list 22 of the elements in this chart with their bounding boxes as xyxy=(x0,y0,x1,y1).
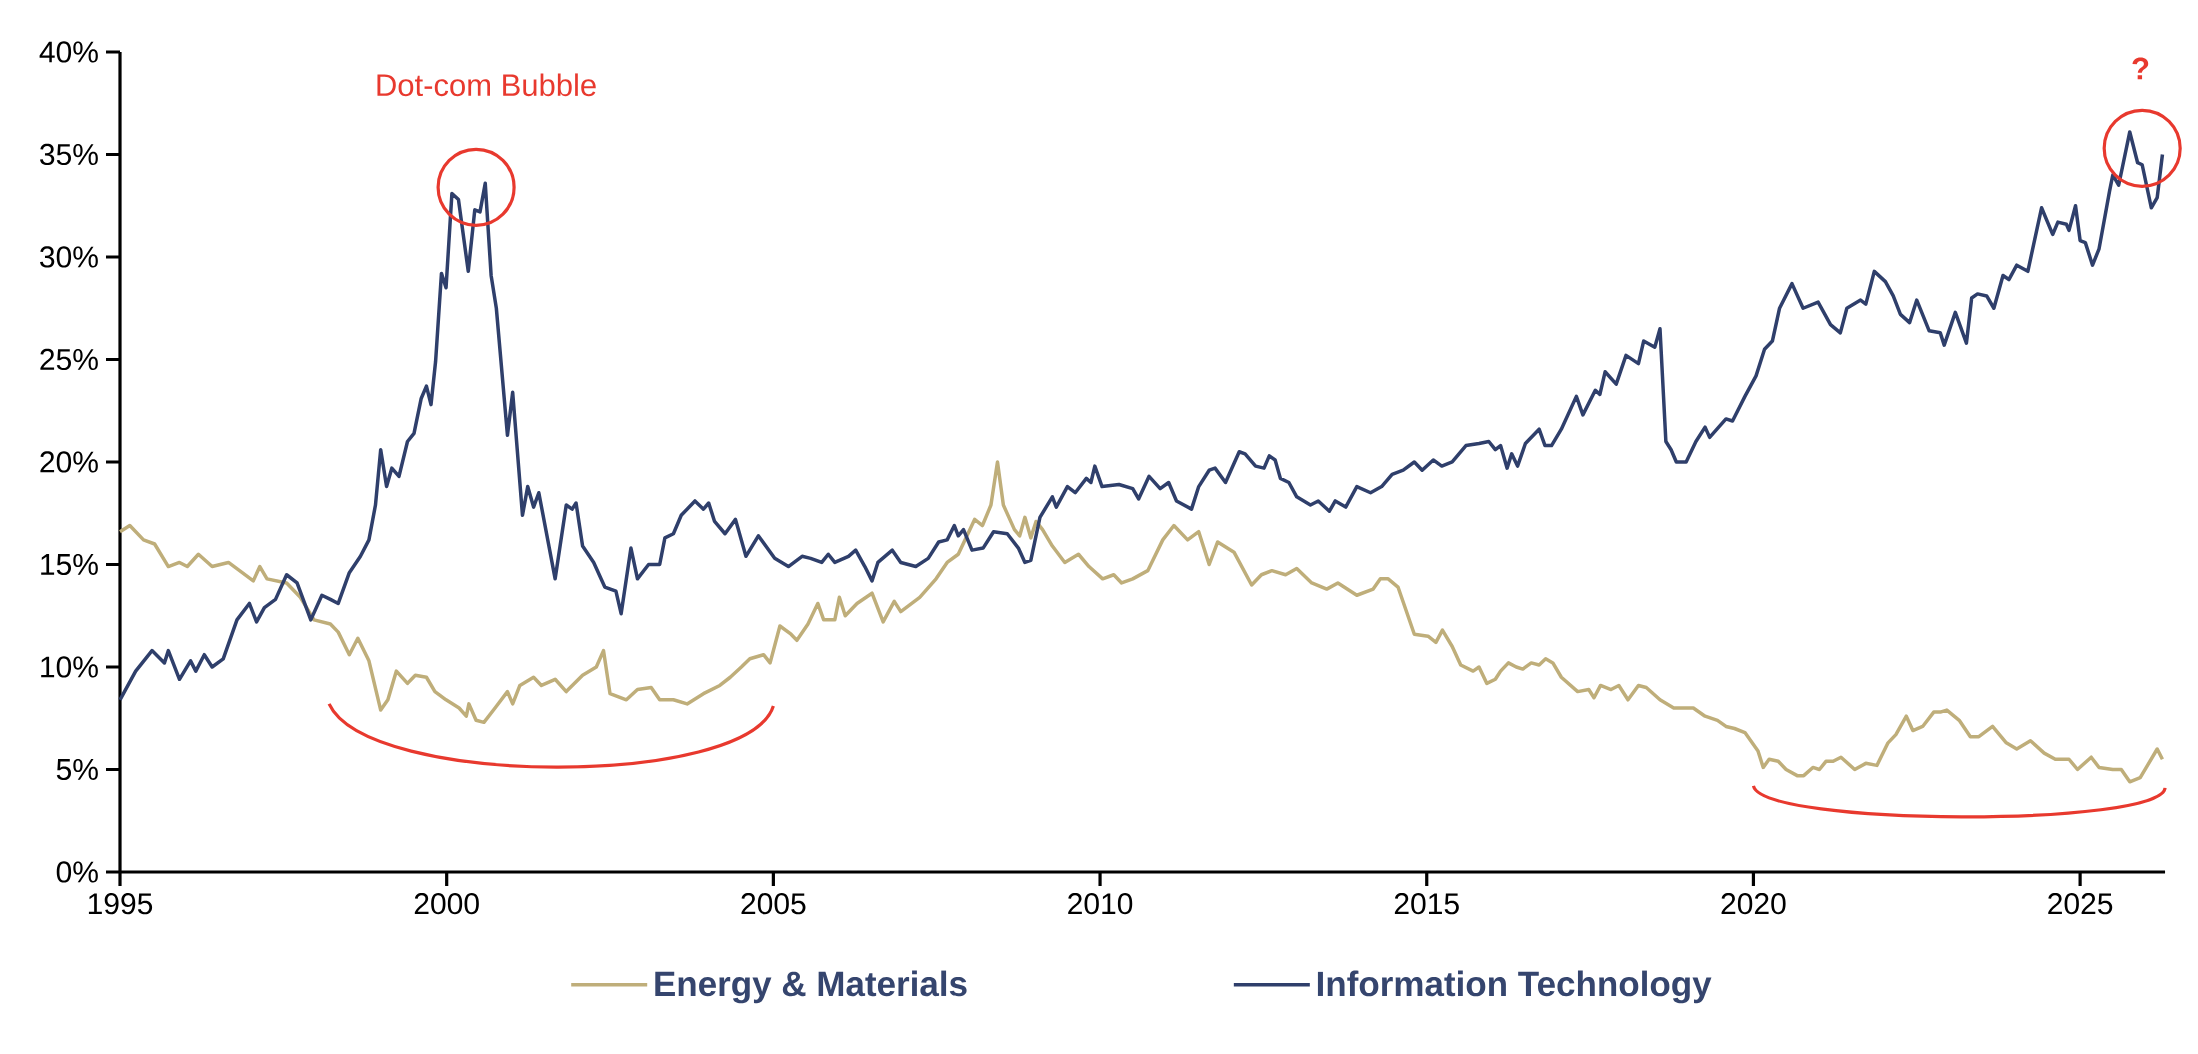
legend-label: Energy & Materials xyxy=(655,970,967,1004)
x-tick-label: 2010 xyxy=(1068,893,1133,915)
annotation: ? xyxy=(2132,57,2149,80)
y-tick-label: 15% xyxy=(41,553,98,576)
y-tick-label: 30% xyxy=(40,246,98,268)
y-tick-label: 25% xyxy=(40,348,98,371)
x-tick-label: 2000 xyxy=(414,893,479,915)
y-tick-label: 40% xyxy=(39,41,98,63)
x-tick-label: 2025 xyxy=(2048,893,2113,915)
y-tick-label: 0% xyxy=(56,861,98,883)
y-tick-label: 10% xyxy=(41,656,98,678)
line-series xyxy=(118,460,2165,784)
x-tick-label: 2020 xyxy=(1721,893,1786,915)
x-tick-label: 2015 xyxy=(1394,893,1459,915)
y-tick-label: 20% xyxy=(40,451,98,473)
legend-label: Information Technology xyxy=(1317,970,1712,1004)
y-tick-label: 35% xyxy=(40,143,98,166)
annotation: Dot-com Bubble xyxy=(377,73,596,97)
line-series xyxy=(118,130,2165,702)
x-tick-label: 2005 xyxy=(741,893,806,915)
y-tick-label: 5% xyxy=(56,758,98,781)
x-tick-label: 1995 xyxy=(88,893,153,915)
